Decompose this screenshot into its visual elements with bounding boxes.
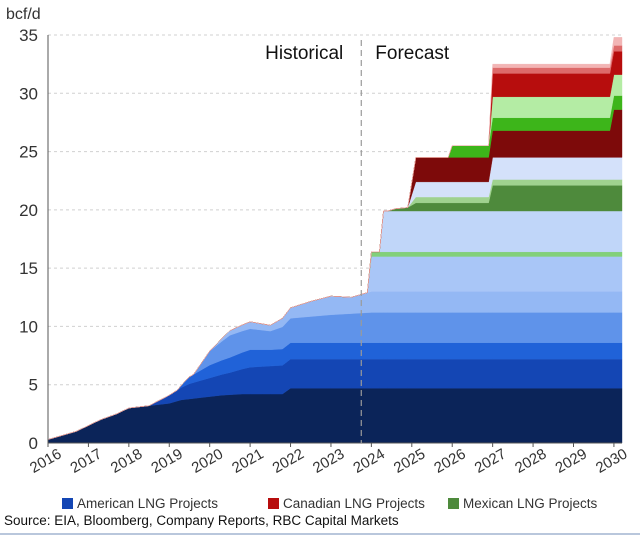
x-tick-2021: 2021 (229, 445, 266, 476)
x-tick-2024: 2024 (350, 445, 387, 476)
legend-swatch-2 (268, 498, 279, 509)
x-tick-2019: 2019 (148, 445, 185, 476)
area-series-17 (47, 37, 623, 440)
bottom-rule (0, 533, 640, 535)
y-tick-0: 0 (29, 434, 38, 453)
area-series-1 (47, 388, 623, 444)
x-axis-ticks: 2016 2017 2018 2019 2020 2021 2022 2023 2024 2025… (27, 443, 630, 477)
x-tick-2027: 2027 (472, 445, 509, 476)
x-tick-2030: 2030 (593, 445, 630, 476)
x-tick-2026: 2026 (431, 445, 468, 476)
x-tick-2017: 2017 (67, 445, 104, 476)
y-tick-20: 20 (19, 201, 38, 220)
y-tick-5: 5 (29, 376, 38, 395)
y-tick-15: 15 (19, 259, 38, 278)
x-tick-2028: 2028 (512, 445, 549, 476)
y-unit-label: bcf/d (6, 6, 41, 23)
x-tick-2018: 2018 (108, 445, 145, 476)
source-note: Source: EIA, Bloomberg, Company Reports,… (4, 513, 399, 528)
y-tick-25: 25 (19, 143, 38, 162)
legend-swatch-3 (448, 498, 459, 509)
y-tick-30: 30 (19, 84, 38, 103)
stacked-areas (47, 37, 623, 444)
x-tick-2029: 2029 (553, 445, 590, 476)
historical-label: Historical (265, 43, 343, 64)
x-tick-2022: 2022 (270, 445, 307, 476)
x-tick-2025: 2025 (391, 445, 428, 476)
legend-label-3: Mexican LNG Projects (463, 496, 598, 511)
y-tick-10: 10 (19, 317, 38, 336)
axes (47, 35, 622, 444)
y-tick-35: 35 (19, 26, 38, 45)
forecast-label: Forecast (375, 43, 450, 64)
legend-label-2: Canadian LNG Projects (283, 496, 425, 511)
x-tick-2023: 2023 (310, 445, 347, 476)
y-axis-ticks: 0 5 10 15 20 25 30 35 (19, 26, 38, 453)
legend-label-1: American LNG Projects (77, 496, 218, 511)
legend-swatch-1 (62, 498, 73, 509)
x-tick-2020: 2020 (189, 445, 226, 476)
legend: American LNG Projects Canadian LNG Projec… (62, 496, 598, 511)
